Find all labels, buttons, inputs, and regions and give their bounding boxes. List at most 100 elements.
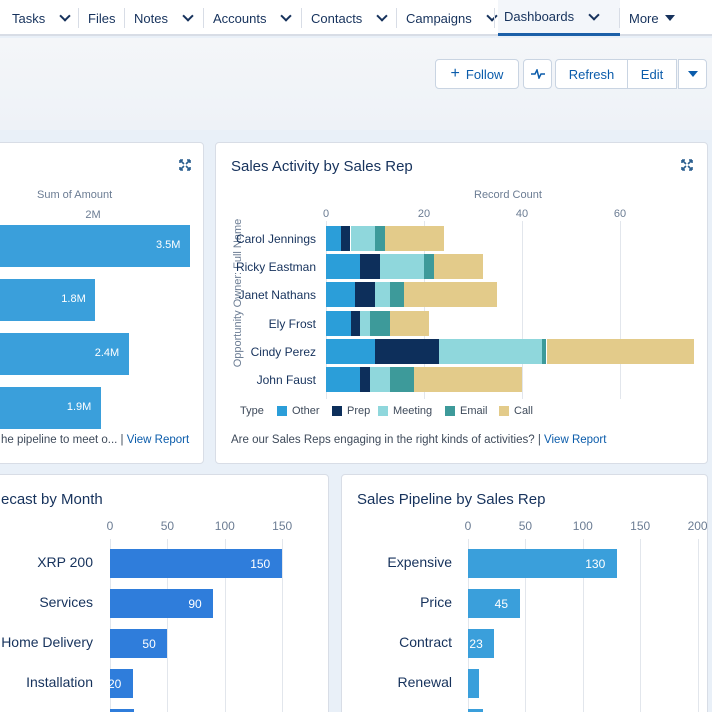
nav-item-accounts[interactable]: Accounts: [213, 0, 300, 36]
rep-name-label: Janet Nathans: [238, 288, 316, 303]
amount-card: Sum of Amount 2M he pipeline to meet o..…: [0, 142, 204, 464]
activity-button[interactable]: [523, 59, 552, 89]
rep-name-label: John Faust: [256, 373, 316, 387]
gridline: [110, 539, 111, 712]
pipeline-category-label: Renewal: [397, 674, 452, 690]
activity-segment-prep: [360, 254, 380, 280]
nav-label-files: Files: [88, 10, 116, 26]
nav-divider: [494, 8, 495, 28]
legend-label: Other: [292, 405, 320, 417]
nav-item-files[interactable]: Files: [88, 0, 115, 36]
activity-segment-meeting: [360, 310, 371, 336]
caret-down-icon: [687, 71, 698, 77]
pipeline-category-label: Price: [420, 594, 452, 610]
nav-item-tasks[interactable]: Tasks: [12, 0, 79, 36]
activity-segment-meeting: [370, 367, 390, 392]
chevron-down-icon[interactable]: [274, 7, 300, 29]
activity-segment-prep: [375, 338, 439, 364]
pipeline-category-label: Contract: [399, 634, 452, 650]
gridline: [224, 539, 226, 712]
nav-divider: [78, 8, 79, 28]
nav-divider: [396, 8, 397, 28]
edit-button[interactable]: Edit: [627, 59, 677, 89]
gridline: [282, 539, 284, 712]
x-tick-label: 40: [515, 208, 529, 220]
pipeline-category-label: Expensive: [387, 554, 452, 570]
follow-button[interactable]: + Follow: [435, 59, 519, 89]
amount-bar: [0, 225, 190, 267]
forecast-card: ecast by Month 050100150200XRP 200150Ser…: [0, 474, 329, 712]
gridline: [468, 539, 469, 712]
legend-item-call: Call: [499, 405, 533, 417]
rep-name-label: Ricky Eastman: [235, 260, 316, 275]
x-tick-label: 0: [106, 519, 114, 533]
x-tick-label: 20: [417, 208, 431, 220]
nav-divider: [619, 8, 620, 28]
chevron-down-icon[interactable]: [582, 6, 608, 28]
expand-icon[interactable]: [179, 159, 191, 171]
activity-segment-email: [375, 226, 385, 251]
activity-segment-other: [326, 254, 361, 280]
forecast-category-label: Services: [39, 594, 93, 610]
activity-segment-call: [404, 282, 498, 308]
plus-icon: +: [450, 65, 460, 82]
amount-view-report-link[interactable]: View Report: [126, 434, 190, 446]
activity-segment-other: [326, 282, 356, 308]
amount-bar-label: 1.8M: [61, 293, 86, 305]
nav-item-campaigns[interactable]: Campaigns: [406, 0, 506, 36]
activity-segment-other: [326, 338, 375, 364]
legend-swatch: [499, 406, 509, 416]
nav-label-more: More: [629, 10, 659, 26]
forecast-category-label: Installation: [26, 674, 93, 690]
x-tick-label: 100: [572, 519, 593, 533]
activity-segment-prep: [355, 282, 375, 308]
nav-label-campaigns: Campaigns: [406, 10, 472, 26]
legend-label: Call: [514, 405, 533, 417]
chevron-down-icon[interactable]: [53, 7, 79, 29]
forecast-category-label: Home Delivery: [1, 634, 93, 650]
amount-bar: [0, 333, 129, 375]
activity-segment-prep: [360, 367, 371, 392]
nav-item-dashboards[interactable]: Dashboards: [498, 0, 620, 36]
forecast-category-label: XRP 200: [37, 554, 93, 570]
rep-name-label: Cindy Perez: [250, 344, 316, 359]
forecast-bar-value: 50: [142, 637, 156, 651]
amount-tick: 2M: [85, 209, 101, 221]
x-tick-label: 200: [687, 519, 708, 533]
pipeline-bar: [468, 549, 618, 578]
legend-item-prep: Prep: [332, 405, 370, 417]
legend-swatch: [445, 406, 455, 416]
activity-view-report-link[interactable]: View Report: [544, 434, 607, 446]
nav-item-contacts[interactable]: Contacts: [311, 0, 396, 36]
activity-segment-meeting: [379, 254, 424, 280]
chevron-down-icon[interactable]: [176, 7, 202, 29]
pipeline-bar: [468, 669, 480, 698]
nav-divider: [124, 8, 125, 28]
refresh-button[interactable]: Refresh: [555, 59, 628, 89]
nav-item-notes[interactable]: Notes: [134, 0, 202, 36]
rep-name-label: Ely Frost: [268, 316, 316, 331]
edit-label: Edit: [640, 66, 664, 82]
gridline: [582, 539, 584, 712]
legend-label: Meeting: [393, 405, 433, 417]
pulse-icon: [530, 69, 545, 79]
gridline: [525, 539, 527, 712]
expand-icon[interactable]: [681, 159, 693, 171]
forecast-bar: [110, 629, 168, 658]
x-tick-label: 50: [518, 519, 533, 533]
sales-activity-title: Sales Activity by Sales Rep: [231, 158, 413, 175]
pipeline-bar-value: 10: [454, 677, 468, 691]
pipeline-bar: [468, 589, 520, 618]
forecast-title: ecast by Month: [1, 491, 103, 508]
more-actions-button[interactable]: [678, 59, 707, 89]
activity-segment-meeting: [375, 282, 390, 308]
chevron-down-icon[interactable]: [370, 7, 396, 29]
nav-label-notes: Notes: [134, 10, 168, 26]
activity-footer-text: Are our Sales Reps engaging in the right…: [231, 434, 545, 446]
pipeline-bar-partial: [468, 709, 483, 712]
refresh-label: Refresh: [568, 66, 615, 82]
activity-segment-email: [541, 338, 547, 364]
nav-item-more[interactable]: More: [629, 0, 675, 36]
activity-segment-email: [424, 254, 434, 280]
legend-title: Type: [240, 405, 264, 417]
